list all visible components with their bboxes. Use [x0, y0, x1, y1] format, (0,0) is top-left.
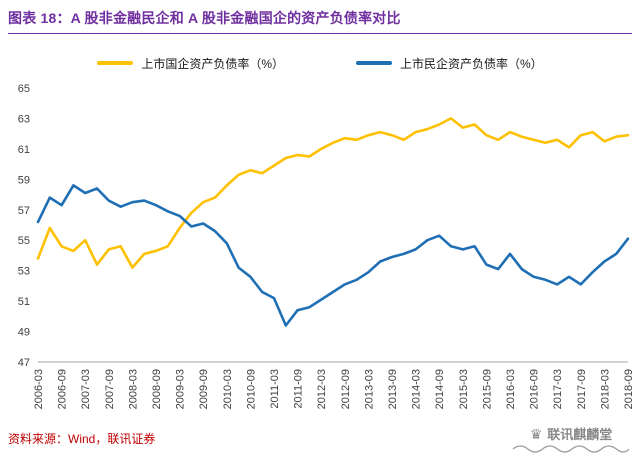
x-tick-label: 2007-09	[104, 369, 116, 409]
x-tick-label: 2011-03	[269, 369, 281, 409]
y-tick-label: 65	[18, 83, 30, 95]
svg-text:2006-09: 2006-09	[57, 369, 69, 409]
svg-text:2012-03: 2012-03	[316, 369, 328, 409]
y-tick-label: 55	[18, 235, 30, 247]
x-tick-label: 2013-09	[387, 369, 399, 409]
svg-text:2006-03: 2006-03	[33, 369, 45, 409]
x-tick-label: 2018-09	[623, 369, 635, 409]
watermark-wave	[512, 445, 630, 453]
crown-icon: ♛	[529, 425, 543, 442]
svg-text:2008-03: 2008-03	[127, 369, 139, 409]
private-line-swatch-icon	[356, 61, 392, 65]
svg-text:2011-03: 2011-03	[269, 369, 281, 409]
y-tick-label: 49	[18, 327, 30, 339]
y-tick-label: 59	[18, 174, 30, 186]
x-tick-label: 2006-09	[57, 369, 69, 409]
watermark: ♛ 联讯麒麟堂	[512, 424, 630, 453]
svg-text:2016-03: 2016-03	[505, 369, 517, 409]
y-tick-label: 51	[18, 296, 30, 308]
svg-text:2017-09: 2017-09	[576, 369, 588, 409]
svg-text:2009-09: 2009-09	[198, 369, 210, 409]
x-tick-label: 2008-09	[151, 369, 163, 409]
x-tick-label: 2014-09	[434, 369, 446, 409]
svg-text:2008-09: 2008-09	[151, 369, 163, 409]
x-tick-label: 2016-03	[505, 369, 517, 409]
svg-text:2011-09: 2011-09	[293, 369, 305, 409]
svg-text:2007-09: 2007-09	[104, 369, 116, 409]
y-tick-label: 53	[18, 266, 30, 278]
svg-text:2009-03: 2009-03	[175, 369, 187, 409]
x-tick-label: 2012-03	[316, 369, 328, 409]
x-tick-label: 2011-09	[293, 369, 305, 409]
x-tick-label: 2008-03	[127, 369, 139, 409]
legend-label-soe: 上市国企资产负债率（%）	[141, 56, 284, 71]
svg-text:2015-09: 2015-09	[481, 369, 493, 409]
watermark-text: 联讯麒麟堂	[547, 427, 613, 442]
svg-text:2016-09: 2016-09	[529, 369, 541, 409]
legend-label-private: 上市民企资产负债率（%）	[400, 56, 543, 71]
svg-text:2007-03: 2007-03	[80, 369, 92, 409]
svg-text:2012-09: 2012-09	[340, 369, 352, 409]
x-tick-label: 2018-03	[599, 369, 611, 409]
series-line-soe	[36, 117, 630, 269]
legend-item-soe: 上市国企资产负债率（%）	[97, 55, 284, 72]
svg-text:2014-03: 2014-03	[411, 369, 423, 409]
x-tick-label: 2009-03	[175, 369, 187, 409]
x-tick-label: 2010-03	[222, 369, 234, 409]
soe-line-swatch-icon	[97, 61, 134, 65]
x-tick-label: 2009-09	[198, 369, 210, 409]
svg-text:2015-03: 2015-03	[458, 369, 470, 409]
x-tick-label: 2016-09	[529, 369, 541, 409]
x-tick-label: 2007-03	[80, 369, 92, 409]
x-tick-label: 2015-03	[458, 369, 470, 409]
x-tick-label: 2010-09	[245, 369, 257, 409]
x-tick-label: 2017-09	[576, 369, 588, 409]
y-tick-label: 61	[18, 144, 30, 156]
figure-header: 图表 18：A 股非金融民企和 A 股非金融国企的资产负债率对比	[0, 0, 640, 34]
svg-text:2017-03: 2017-03	[552, 369, 564, 409]
x-tick-label: 2006-03	[33, 369, 45, 409]
source-note: 资料来源：Wind，联讯证券	[8, 432, 156, 446]
chart-legend: 上市国企资产负债率（%） 上市民企资产负债率（%）	[0, 54, 640, 72]
y-tick-label: 63	[18, 113, 30, 125]
figure-title: 图表 18：A 股非金融民企和 A 股非金融国企的资产负债率对比	[8, 10, 401, 26]
x-tick-label: 2017-03	[552, 369, 564, 409]
svg-text:2018-09: 2018-09	[623, 369, 635, 409]
legend-item-private: 上市民企资产负债率（%）	[356, 55, 543, 72]
x-tick-label: 2013-03	[363, 369, 375, 409]
series-line-private	[36, 184, 630, 327]
line-chart: 47 49 51 53 55 57 59 61 63 65 2006-03 2006-09 2007-0…	[18, 83, 635, 409]
svg-text:2013-09: 2013-09	[387, 369, 399, 409]
title-underline	[8, 33, 632, 34]
x-tick-label: 2014-03	[411, 369, 423, 409]
x-tick-label: 2015-09	[481, 369, 493, 409]
svg-text:2010-09: 2010-09	[245, 369, 257, 409]
svg-text:2013-03: 2013-03	[363, 369, 375, 409]
svg-text:2014-09: 2014-09	[434, 369, 446, 409]
svg-text:2018-03: 2018-03	[599, 369, 611, 409]
x-tick-label: 2012-09	[340, 369, 352, 409]
svg-text:2010-03: 2010-03	[222, 369, 234, 409]
watermark-row: ♛ 联讯麒麟堂	[530, 424, 613, 443]
y-tick-label: 47	[18, 357, 30, 369]
y-tick-label: 57	[18, 205, 30, 217]
